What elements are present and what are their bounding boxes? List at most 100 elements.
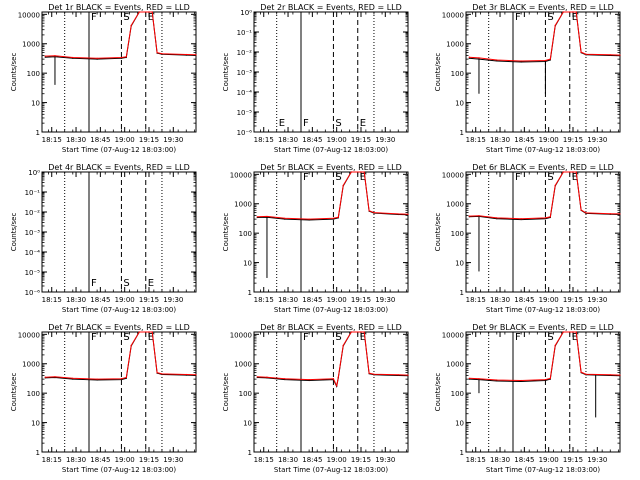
series-lld-point — [478, 215, 480, 217]
series-lld-point — [44, 55, 46, 57]
series-events-point — [332, 218, 335, 220]
y-tick-label: 10⁰ — [240, 9, 252, 17]
y-tick-label: 10⁻¹ — [25, 189, 41, 197]
plot-frame — [465, 331, 621, 453]
marker-label: S — [335, 172, 341, 183]
series-lld-point — [363, 331, 365, 333]
x-tick-label: 19:15 — [563, 456, 583, 464]
series-lld-point — [332, 217, 335, 219]
panel-title: Det 1r BLACK = Events, RED = LLD — [48, 3, 190, 12]
series-lld-point — [478, 57, 480, 59]
series-lld-point — [342, 184, 344, 187]
y-axis-label: Counts/sec — [10, 213, 18, 252]
x-tick-label: 19:15 — [563, 296, 583, 304]
series-lld-line — [257, 171, 409, 220]
x-tick-label: 19:15 — [351, 456, 371, 464]
x-tick-label: 19:00 — [539, 296, 559, 304]
series-events-point — [496, 60, 498, 62]
series-lld-point — [554, 344, 556, 347]
marker-label: E — [279, 118, 285, 129]
series-lld-point — [156, 372, 158, 374]
series-events-point — [284, 378, 286, 381]
series-lld-point — [151, 11, 153, 13]
y-tick-label: 10 — [455, 420, 464, 428]
y-tick-label: 1000 — [446, 201, 464, 209]
y-tick-label: 100 — [27, 390, 40, 398]
y-tick-label: 100 — [451, 70, 464, 78]
series-lld-point — [148, 331, 150, 333]
series-lld-point — [130, 344, 132, 347]
marker-label: S — [335, 332, 341, 343]
panel-4: Det 4r BLACK = Events, RED = LLD 10⁻⁶ 10⁻⁵… — [10, 163, 197, 314]
y-tick-label: 10000 — [18, 331, 40, 339]
series-lld-point — [72, 377, 74, 379]
series-lld-point — [549, 377, 551, 379]
series-lld-line — [469, 11, 621, 62]
y-axis-label: Counts/sec — [434, 213, 442, 252]
marker-label: F — [91, 12, 97, 23]
y-tick-label: 10⁻² — [237, 49, 253, 57]
series-lld-point — [496, 379, 498, 381]
x-tick-label: 18:45 — [90, 456, 110, 464]
x-tick-label: 19:00 — [539, 136, 559, 144]
marker-label: F — [303, 332, 309, 343]
series-lld-line — [469, 331, 621, 382]
series-lld-point — [342, 344, 344, 347]
series-events-point — [72, 378, 74, 380]
plot-frame — [253, 171, 409, 293]
series-lld-point — [120, 378, 123, 380]
y-tick-label: 1 — [248, 289, 252, 297]
marker-label: F — [515, 332, 521, 343]
series-lld-point — [609, 54, 611, 56]
x-tick-label: 19:15 — [563, 136, 583, 144]
x-tick-label: 19:30 — [163, 296, 183, 304]
y-axis-label: Counts/sec — [222, 213, 230, 252]
series-events-point — [284, 218, 286, 220]
x-tick-label: 19:30 — [375, 456, 395, 464]
series-lld-point — [609, 374, 611, 376]
y-tick-label: 10 — [243, 260, 252, 268]
marker-label: E — [360, 118, 366, 129]
y-tick-label: 100 — [239, 230, 252, 238]
series-lld-point — [350, 171, 352, 173]
series-lld-point — [96, 378, 98, 380]
series-lld-line — [45, 331, 197, 380]
marker-label: S — [335, 118, 341, 129]
series-lld-point — [72, 56, 74, 59]
marker-label: S — [547, 172, 553, 183]
y-tick-label: 1 — [248, 449, 252, 457]
series-lld-point — [520, 379, 522, 382]
series-lld-point — [360, 171, 362, 173]
series-lld-point — [368, 372, 370, 374]
series-lld-point — [468, 215, 470, 217]
marker-label: F — [515, 12, 521, 23]
series-lld-point — [575, 171, 577, 173]
x-tick-label: 19:15 — [139, 296, 159, 304]
y-tick-label: 10000 — [442, 171, 464, 179]
y-tick-label: 10 — [31, 100, 40, 108]
x-tick-label: 18:45 — [302, 456, 322, 464]
x-tick-label: 18:15 — [254, 456, 274, 464]
y-tick-label: 1000 — [234, 361, 252, 369]
x-axis-label: Start Time (07-Aug-12 18:03:00) — [486, 146, 600, 154]
x-tick-label: 19:00 — [327, 296, 347, 304]
y-tick-label: 10000 — [18, 11, 40, 19]
series-lld-point — [544, 217, 547, 219]
series-lld-point — [619, 213, 621, 215]
marker-label: S — [123, 12, 129, 23]
series-events-point — [520, 380, 522, 383]
y-tick-label: 100 — [451, 230, 464, 238]
y-tick-label: 100 — [239, 390, 252, 398]
series-lld-point — [562, 331, 564, 333]
series-lld-point — [161, 53, 163, 55]
series-lld-point — [619, 54, 621, 56]
series-lld-point — [580, 371, 582, 373]
x-tick-label: 19:15 — [351, 136, 371, 144]
x-tick-label: 18:45 — [90, 136, 110, 144]
x-tick-label: 18:30 — [278, 456, 298, 464]
x-tick-label: 19:00 — [115, 456, 135, 464]
series-lld-point — [397, 213, 399, 215]
series-lld-point — [195, 54, 197, 56]
y-tick-label: 10⁻⁶ — [237, 129, 253, 137]
